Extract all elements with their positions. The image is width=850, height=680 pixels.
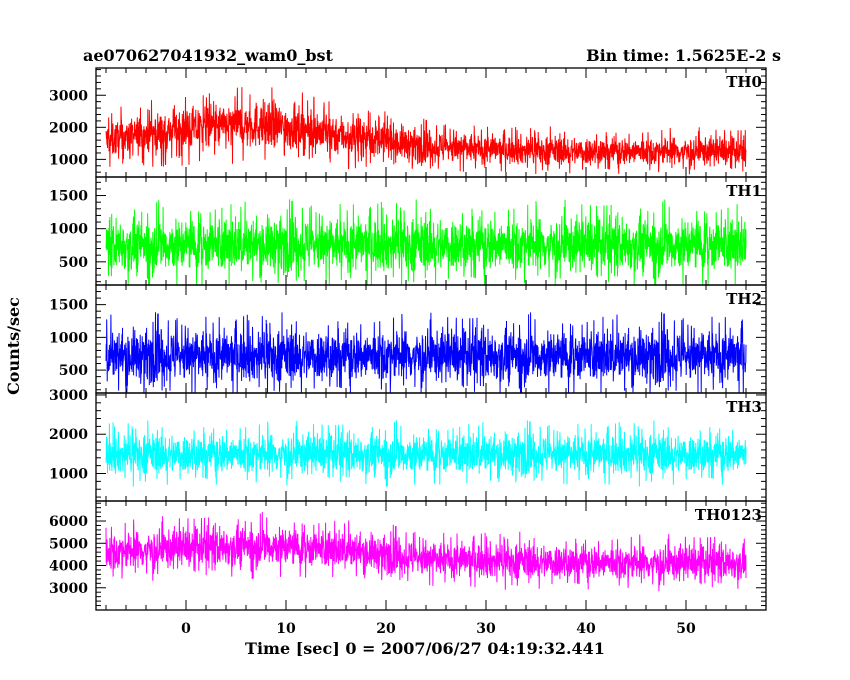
series-line-th1 [105,199,747,286]
x-tick-label: 30 [476,621,496,637]
x-tick-label: 40 [576,621,596,637]
series-label-th0123: TH0123 [695,506,762,524]
series-line-th0 [105,87,747,175]
x-tick-label: 20 [376,621,396,637]
bin-time-label: Bin time: 1.5625E-2 s [586,46,781,65]
x-tick-label: 50 [676,621,696,637]
x-tick-label: 10 [276,621,296,637]
y-tick-label: 2000 [49,120,88,136]
panel-th3: 1000 2000 3000 TH3 [49,388,767,502]
x-axis-label: Time [sec] 0 = 2007/06/27 04:19:32.441 [245,639,605,658]
y-tick-label: 5000 [49,536,88,552]
chart-title: ae070627041932_wam0_bst [83,46,334,65]
series-label-th2: TH2 [726,290,762,308]
panel-th0: 1000 2000 3000 TH0 [49,67,767,178]
series-line-th2 [105,312,747,394]
y-tick-label: 1000 [49,467,88,483]
panel-th1: 500 1000 1500 TH1 [49,176,767,286]
y-tick-label: 4000 [49,559,88,575]
y-tick-label: 3000 [49,88,88,104]
series-line-th0123 [105,511,747,592]
y-tick-label: 1000 [49,330,88,346]
panel-frame [95,67,767,178]
y-tick-label: 500 [59,255,88,271]
panel-th2: 500 1000 1500 TH2 [49,284,767,394]
series-line-th3 [105,420,747,487]
y-tick-label: 1500 [49,298,88,314]
x-tick-label: 0 [181,621,191,637]
panel-th0123: 3000 4000 5000 6000 TH0123 [49,500,767,611]
y-axis-label: Counts/sec [4,297,23,395]
y-tick-label: 3000 [49,388,88,404]
series-label-th1: TH1 [726,182,762,200]
y-tick-label: 3000 [49,581,88,597]
series-label-th3: TH3 [726,398,762,416]
y-tick-label: 6000 [49,514,88,530]
y-tick-label: 1500 [49,189,88,205]
series-label-th0: TH0 [726,73,762,91]
y-tick-label: 500 [59,363,88,379]
y-tick-label: 2000 [49,427,88,443]
panel-frame [95,500,767,611]
y-tick-label: 1000 [49,222,88,238]
y-tick-label: 1000 [49,152,88,168]
